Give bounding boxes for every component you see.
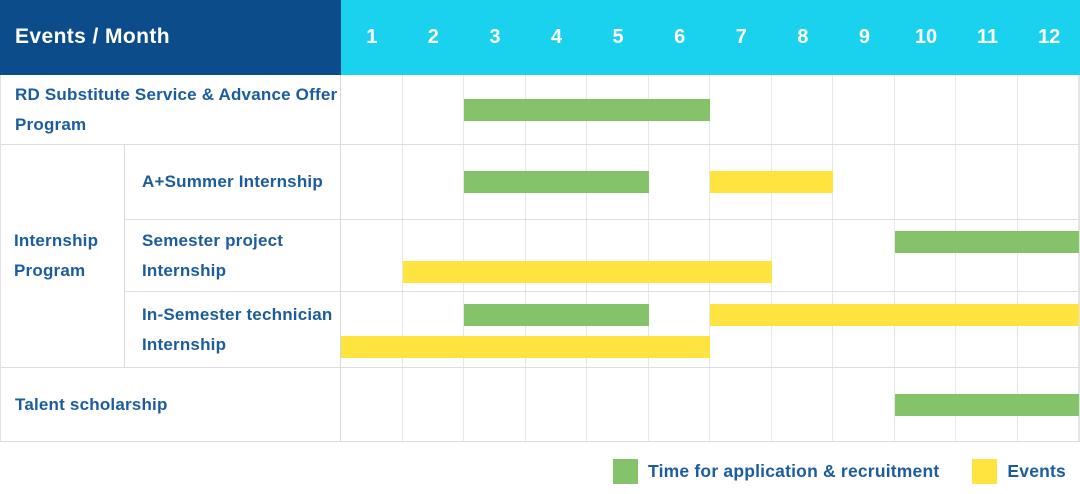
gantt-track-a-plus-summer xyxy=(341,145,1079,220)
grid-cell xyxy=(772,220,833,291)
grid-cell xyxy=(1018,220,1079,291)
grid-cell xyxy=(341,75,403,144)
grid-cell xyxy=(833,220,895,291)
application-swatch-icon xyxy=(613,459,639,484)
month-header-3: 3 xyxy=(489,25,501,48)
event-bar xyxy=(710,304,1079,326)
month-header-12: 12 xyxy=(1038,25,1061,48)
grid-cell xyxy=(587,368,649,441)
grid-cell xyxy=(526,292,587,367)
row-label-semester-project: Semester project Internship xyxy=(125,220,341,292)
legend-application-label: Time for application & recruitment xyxy=(648,461,940,481)
application-bar xyxy=(464,304,649,326)
grid-cell xyxy=(895,292,956,367)
month-header-11: 11 xyxy=(977,25,999,48)
grid-cell xyxy=(833,368,895,441)
application-bar xyxy=(464,98,710,121)
legend-item-events: Events xyxy=(972,459,1066,484)
grid-cell xyxy=(710,75,772,144)
grid-cell xyxy=(956,75,1018,144)
grid-cell xyxy=(649,368,710,441)
grid-cell xyxy=(895,145,956,219)
grid-cell xyxy=(341,220,403,291)
month-header-8: 8 xyxy=(797,25,809,48)
events-month-header: Events / Month xyxy=(0,0,341,75)
grid-cell xyxy=(464,292,526,367)
grid-cell xyxy=(403,220,464,291)
grid-cell xyxy=(710,368,772,441)
month-header-2: 2 xyxy=(427,25,439,48)
month-header-10: 10 xyxy=(914,25,938,48)
grid-cell xyxy=(895,220,956,291)
grid-cell xyxy=(649,145,710,219)
gantt-track-in-semester-technician xyxy=(341,292,1079,368)
grid-cell xyxy=(341,292,403,367)
grid-cell xyxy=(772,75,833,144)
gantt-table: Events / Month 1 2 3 4 5 6 7 8 9 10 11 12 RD Substi… xyxy=(0,0,1080,442)
legend: Time for application & recruitment Event… xyxy=(0,459,1080,484)
month-header-1: 1 xyxy=(366,25,378,48)
grid-cell xyxy=(710,292,772,367)
grid-cell xyxy=(587,220,649,291)
grid-cell xyxy=(956,292,1018,367)
month-header-6: 6 xyxy=(674,25,686,48)
event-bar xyxy=(710,171,833,193)
legend-events-label: Events xyxy=(1007,461,1066,481)
grid-cell xyxy=(403,145,464,219)
grid-cell xyxy=(895,75,956,144)
row-label-a-plus-summer: A+Summer Internship xyxy=(125,145,341,220)
grid-cell xyxy=(772,368,833,441)
application-bar xyxy=(894,231,1079,254)
events-swatch-icon xyxy=(972,459,998,484)
row-label-in-semester-technician: In-Semester technician Internship xyxy=(125,292,341,368)
grid-cell xyxy=(403,75,464,144)
grid-cell xyxy=(833,145,895,219)
application-bar xyxy=(894,393,1079,416)
grid-cell xyxy=(710,220,772,291)
grid-cell xyxy=(464,220,526,291)
grid-cell xyxy=(341,145,403,219)
row-label-talent-scholarship: Talent scholarship xyxy=(1,368,341,442)
grid-cell xyxy=(1018,145,1079,219)
gantt-track-rd-substitute xyxy=(341,75,1079,145)
grid-cell xyxy=(956,220,1018,291)
grid-cell xyxy=(956,145,1018,219)
month-header-row: 1 2 3 4 5 6 7 8 9 10 11 12 xyxy=(341,0,1080,75)
event-bar xyxy=(341,335,710,358)
grid-cell xyxy=(341,368,403,441)
gantt-track-talent-scholarship xyxy=(341,368,1079,442)
grid-cell xyxy=(403,368,464,441)
grid-cell xyxy=(403,292,464,367)
grid-cell xyxy=(464,368,526,441)
grid-cell xyxy=(772,292,833,367)
group-label-internship-program: Internship Program xyxy=(1,145,125,368)
month-header-7: 7 xyxy=(735,25,747,48)
row-label-rd-substitute: RD Substitute Service & Advance Offer Pr… xyxy=(1,75,341,145)
grid-cell xyxy=(649,292,710,367)
event-bar xyxy=(402,261,772,284)
legend-item-application: Time for application & recruitment xyxy=(613,459,939,484)
grid-cell xyxy=(833,292,895,367)
application-bar xyxy=(464,171,649,193)
grid-cell xyxy=(649,220,710,291)
grid-cell xyxy=(1018,75,1079,144)
grid-cell xyxy=(526,368,587,441)
grid-cell xyxy=(1018,292,1079,367)
grid-cell xyxy=(526,220,587,291)
month-header-4: 4 xyxy=(550,25,563,48)
gantt-track-semester-project xyxy=(341,220,1079,292)
grid-cell xyxy=(833,75,895,144)
grid-cell xyxy=(587,292,649,367)
month-header-9: 9 xyxy=(858,25,870,48)
month-header-5: 5 xyxy=(612,25,624,48)
